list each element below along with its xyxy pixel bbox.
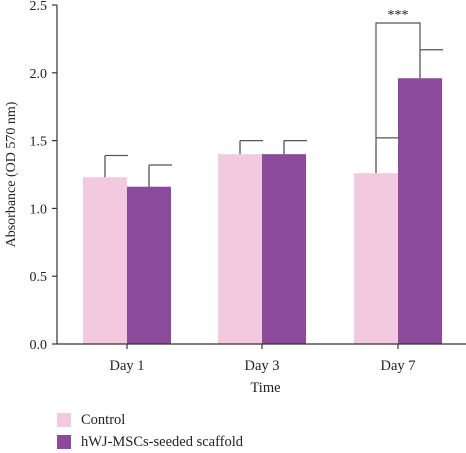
y-tick-label: 1.5 xyxy=(30,135,48,150)
y-tick-label: 0.0 xyxy=(30,338,48,353)
error-bars-group xyxy=(104,49,443,187)
x-tick-label: Day 3 xyxy=(244,358,279,374)
legend-swatch-scaffold xyxy=(57,435,71,449)
legend-label-scaffold: hWJ-MSCs-seeded scaffold xyxy=(81,433,244,450)
y-tick-label: 2.0 xyxy=(30,67,48,82)
y-tick-label: 0.5 xyxy=(30,270,48,285)
y-axis-label: Absorbance (OD 570 nm) xyxy=(4,101,19,247)
x-tick-label: Day 7 xyxy=(380,358,415,374)
annotations-group: *** xyxy=(375,8,421,138)
bar-control-day-7 xyxy=(354,173,398,344)
y-tick-label: 1.0 xyxy=(30,202,48,217)
legend-item-scaffold: hWJ-MSCs-seeded scaffold xyxy=(57,431,243,453)
bar-scaffold-day-7 xyxy=(398,78,442,344)
legend: Control hWJ-MSCs-seeded scaffold xyxy=(57,409,243,453)
bar-scaffold-day-1 xyxy=(127,186,171,344)
significance-bracket xyxy=(375,22,421,138)
legend-label-control: Control xyxy=(81,411,126,428)
x-axis-label: Time xyxy=(250,380,280,396)
bars-group xyxy=(83,78,442,344)
y-tick-label: 2.5 xyxy=(30,0,48,14)
legend-item-control: Control xyxy=(57,409,243,431)
significance-stars: *** xyxy=(388,8,409,23)
bar-scaffold-day-3 xyxy=(262,154,306,344)
x-ticks-group: Day 1 Day 3 Day 7 xyxy=(109,344,416,374)
legend-swatch-control xyxy=(57,413,71,427)
bar-control-day-1 xyxy=(83,177,127,344)
y-ticks-group: 0.0 0.5 1.0 1.5 2.0 2.5 xyxy=(30,0,57,353)
bar-control-day-3 xyxy=(218,154,262,344)
x-tick-label: Day 1 xyxy=(109,358,144,374)
